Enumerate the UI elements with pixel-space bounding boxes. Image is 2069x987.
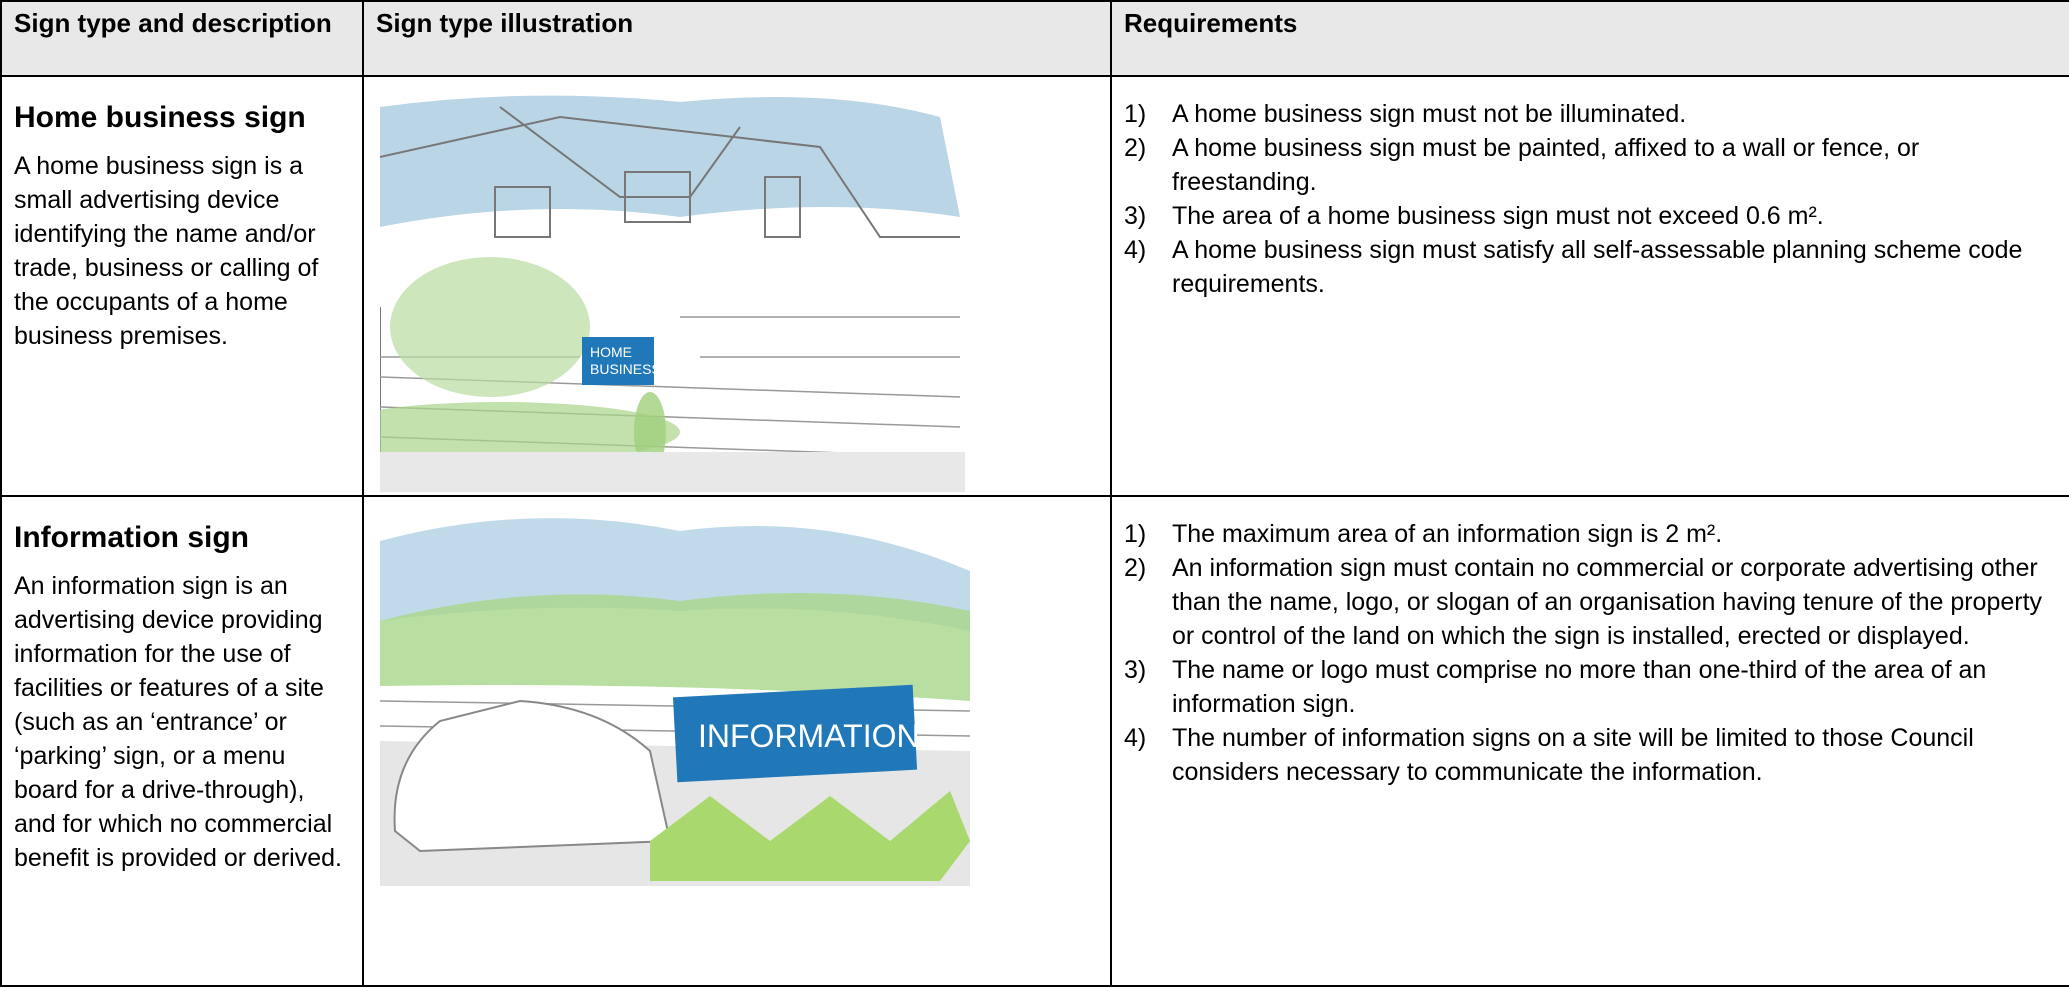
item-number: 2) [1124,554,1147,582]
sign-text: BUSINESS [590,361,661,377]
requirement: 2) An information sign must contain no co… [1124,551,2057,653]
item-number: 4) [1124,724,1147,752]
row: Home business sign A home business sign … [0,75,2069,497]
item-number: 2) [1124,134,1147,162]
header-cell: Requirements [1110,0,2069,77]
requirement: 4) A home business sign must satisfy all … [1124,233,2057,301]
requirement: 2) A home business sign must be painted, … [1124,131,2057,199]
item-number: 3) [1124,656,1147,684]
requirement: 3) The area of a home business sign must … [1124,199,2057,233]
item-number: 3) [1124,202,1147,230]
row: Information sign An information sign is … [0,495,2069,987]
item-text: A home business sign must not be illumin… [1172,100,1687,128]
header-row: Sign type and description Sign type illu… [0,0,2069,77]
sign-description: An information sign is an advertising de… [14,572,342,872]
requirements-cell: 1) The maximum area of an information sig… [1110,495,2069,987]
item-number: 1) [1124,100,1147,128]
requirement: 4) The number of information signs on a s… [1124,721,2057,789]
item-text: The area of a home business sign must no… [1172,202,1824,230]
item-text: The number of information signs on a sit… [1172,724,1974,786]
header-cell: Sign type illustration [362,0,1112,77]
requirement: 1) A home business sign must not be illum… [1124,97,2057,131]
description-cell: Home business sign A home business sign … [0,75,364,497]
requirement: 3) The name or logo must comprise no more… [1124,653,2057,721]
header-cell: Sign type and description [0,0,364,77]
item-text: The maximum area of an information sign … [1172,520,1723,548]
home-business-illustration: HOME BUSINESS [380,95,965,492]
sign-title: Home business sign [14,101,306,134]
information-illustration: INFORMATION [380,518,971,886]
requirements-list: 1) A home business sign must not be illum… [1124,97,2057,301]
requirements-cell: 1) A home business sign must not be illum… [1110,75,2069,497]
item-text: An information sign must contain no comm… [1172,554,2043,650]
item-number: 4) [1124,236,1147,264]
requirement: 1) The maximum area of an information sig… [1124,517,2057,551]
sign-text: HOME [590,344,632,360]
illustration-cell: INFORMATION [362,495,1112,987]
item-text: A home business sign must be painted, af… [1172,134,1920,196]
item-text: The name or logo must comprise no more t… [1172,656,1987,718]
sign-text: INFORMATION [698,718,920,754]
sign-title: Information sign [14,521,249,554]
description-cell: Information sign An information sign is … [0,495,364,987]
item-text: A home business sign must satisfy all se… [1172,236,2023,298]
sign-description: A home business sign is a small advertis… [14,152,319,350]
item-number: 1) [1124,520,1147,548]
requirements-list: 1) The maximum area of an information sig… [1124,517,2057,789]
illustration-cell: HOME BUSINESS [362,75,1112,497]
